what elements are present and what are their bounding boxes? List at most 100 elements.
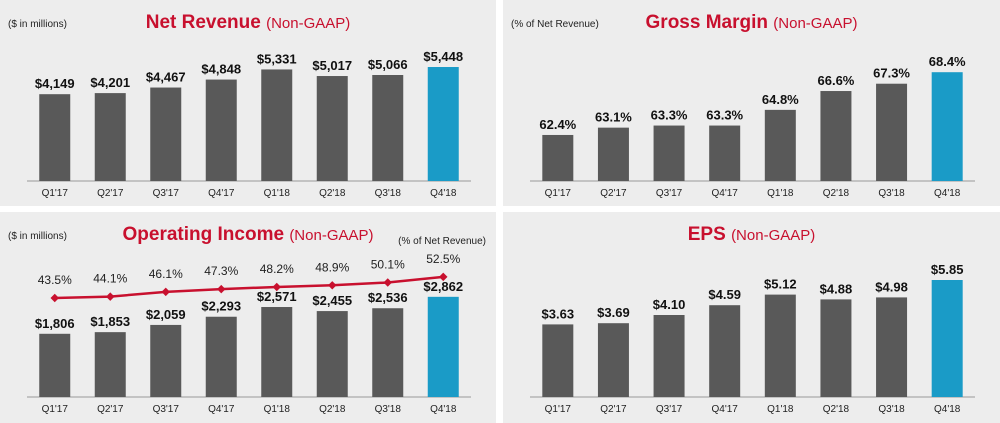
line-label: 47.3% bbox=[204, 264, 238, 278]
chart-title-main: Gross Margin bbox=[646, 12, 774, 33]
data-label: $1,806 bbox=[35, 316, 75, 331]
bar bbox=[427, 296, 459, 397]
bar bbox=[876, 297, 908, 397]
x-tick-label: Q3'17 bbox=[656, 188, 683, 199]
data-label: $2,862 bbox=[423, 279, 463, 294]
x-tick-label: Q2'17 bbox=[97, 404, 124, 415]
bar bbox=[542, 134, 574, 181]
line-label: 48.9% bbox=[315, 260, 349, 274]
data-label: $4,201 bbox=[90, 75, 130, 90]
x-tick-label: Q1'18 bbox=[264, 404, 291, 415]
margin-line bbox=[54, 275, 444, 300]
line-marker bbox=[383, 278, 392, 287]
bar bbox=[876, 83, 908, 181]
x-tick-label: Q4'17 bbox=[208, 188, 235, 199]
line-marker bbox=[106, 292, 115, 301]
data-label: $4.98 bbox=[875, 279, 908, 294]
chart-title: EPS (Non-GAAP) bbox=[688, 224, 816, 245]
x-tick-label: Q4'18 bbox=[934, 404, 961, 415]
data-label: $3.69 bbox=[597, 305, 630, 320]
chart-title: Net Revenue (Non-GAAP) bbox=[146, 12, 351, 33]
line-marker bbox=[328, 281, 337, 290]
data-label: 68.4% bbox=[929, 54, 966, 69]
data-label: $4,848 bbox=[201, 62, 241, 77]
x-tick-label: Q1'18 bbox=[767, 404, 794, 415]
units-note: (% of Net Revenue) bbox=[511, 19, 599, 30]
data-label: 63.3% bbox=[651, 108, 688, 123]
operating-income-chart: Operating Income (Non-GAAP) ($ in million… bbox=[8, 224, 486, 415]
x-tick-label: Q3'18 bbox=[375, 188, 402, 199]
x-tick-label: Q2'17 bbox=[600, 404, 627, 415]
chart-subtitle: (Non-GAAP) bbox=[289, 227, 373, 244]
bar bbox=[764, 109, 796, 181]
units-note: ($ in millions) bbox=[8, 231, 67, 242]
x-tick-label: Q3'18 bbox=[375, 404, 402, 415]
line-label: 52.5% bbox=[426, 252, 460, 266]
x-tick-label: Q1'17 bbox=[545, 188, 572, 199]
x-tick-label: Q2'17 bbox=[600, 188, 627, 199]
bar bbox=[39, 94, 71, 181]
x-tick-label: Q2'18 bbox=[319, 404, 346, 415]
bar bbox=[597, 127, 629, 181]
data-label: 63.1% bbox=[595, 110, 632, 125]
x-tick-label: Q2'18 bbox=[823, 188, 850, 199]
bar bbox=[709, 305, 741, 397]
data-label: 64.8% bbox=[762, 92, 799, 107]
bar bbox=[653, 125, 685, 181]
data-label: $2,059 bbox=[146, 307, 186, 322]
x-tick-label: Q4'18 bbox=[934, 188, 961, 199]
data-label: $4,149 bbox=[35, 76, 75, 91]
line-marker bbox=[161, 287, 170, 297]
line-label: 43.5% bbox=[38, 273, 72, 287]
x-tick-label: Q3'18 bbox=[878, 188, 905, 199]
bar bbox=[709, 125, 741, 181]
x-tick-label: Q1'17 bbox=[42, 188, 69, 199]
x-tick-label: Q3'18 bbox=[878, 404, 905, 415]
bar bbox=[316, 311, 348, 397]
x-tick-label: Q1'18 bbox=[264, 188, 291, 199]
bar bbox=[39, 333, 71, 397]
x-tick-label: Q3'17 bbox=[153, 404, 180, 415]
bar bbox=[931, 280, 963, 397]
x-tick-label: Q2'18 bbox=[823, 404, 850, 415]
chart-title-main: Net Revenue bbox=[146, 12, 266, 33]
chart-title: Gross Margin (Non-GAAP) bbox=[646, 12, 858, 33]
line-marker bbox=[50, 293, 59, 303]
bar bbox=[542, 324, 574, 397]
data-label: $5,017 bbox=[312, 58, 352, 73]
eps-panel: EPS (Non-GAAP) $3.63 Q1'17 $3.69 Q2'17 $4.10 Q… bbox=[503, 212, 1000, 423]
bar bbox=[764, 294, 796, 397]
bar bbox=[427, 67, 459, 181]
net-revenue-panel: Net Revenue (Non-GAAP) ($ in millions) $4,… bbox=[0, 0, 496, 206]
data-label: $5,066 bbox=[368, 57, 408, 72]
line-marker bbox=[272, 282, 281, 292]
bar bbox=[597, 323, 629, 397]
bar bbox=[372, 75, 404, 181]
bar bbox=[261, 69, 293, 181]
bar bbox=[372, 308, 404, 397]
data-label: $2,455 bbox=[312, 293, 352, 308]
gross-margin-chart: Gross Margin (Non-GAAP) (% of Net Revenue… bbox=[511, 12, 975, 199]
chart-subtitle: (Non-GAAP) bbox=[773, 15, 857, 32]
data-label: $4.10 bbox=[653, 297, 686, 312]
line-label: 50.1% bbox=[371, 257, 405, 271]
x-tick-label: Q1'17 bbox=[545, 404, 572, 415]
data-label: $2,293 bbox=[201, 299, 241, 314]
units-note: ($ in millions) bbox=[8, 19, 67, 30]
x-tick-label: Q1'18 bbox=[767, 188, 794, 199]
x-tick-label: Q4'17 bbox=[208, 404, 235, 415]
x-tick-label: Q1'17 bbox=[42, 404, 69, 415]
line-label: 46.1% bbox=[149, 267, 183, 281]
line-label: 44.1% bbox=[93, 272, 127, 286]
data-label: 63.3% bbox=[706, 108, 743, 123]
chart-subtitle: (Non-GAAP) bbox=[731, 227, 815, 244]
chart-title-main: EPS bbox=[688, 224, 731, 245]
bar bbox=[261, 307, 293, 397]
bar bbox=[205, 316, 237, 397]
bar bbox=[653, 315, 685, 397]
bar bbox=[931, 72, 963, 181]
data-label: $2,571 bbox=[257, 289, 297, 304]
data-label: $4,467 bbox=[146, 70, 186, 85]
x-tick-label: Q2'17 bbox=[97, 188, 124, 199]
eps-chart: EPS (Non-GAAP) $3.63 Q1'17 $3.69 Q2'17 $4.10 Q… bbox=[530, 224, 975, 415]
